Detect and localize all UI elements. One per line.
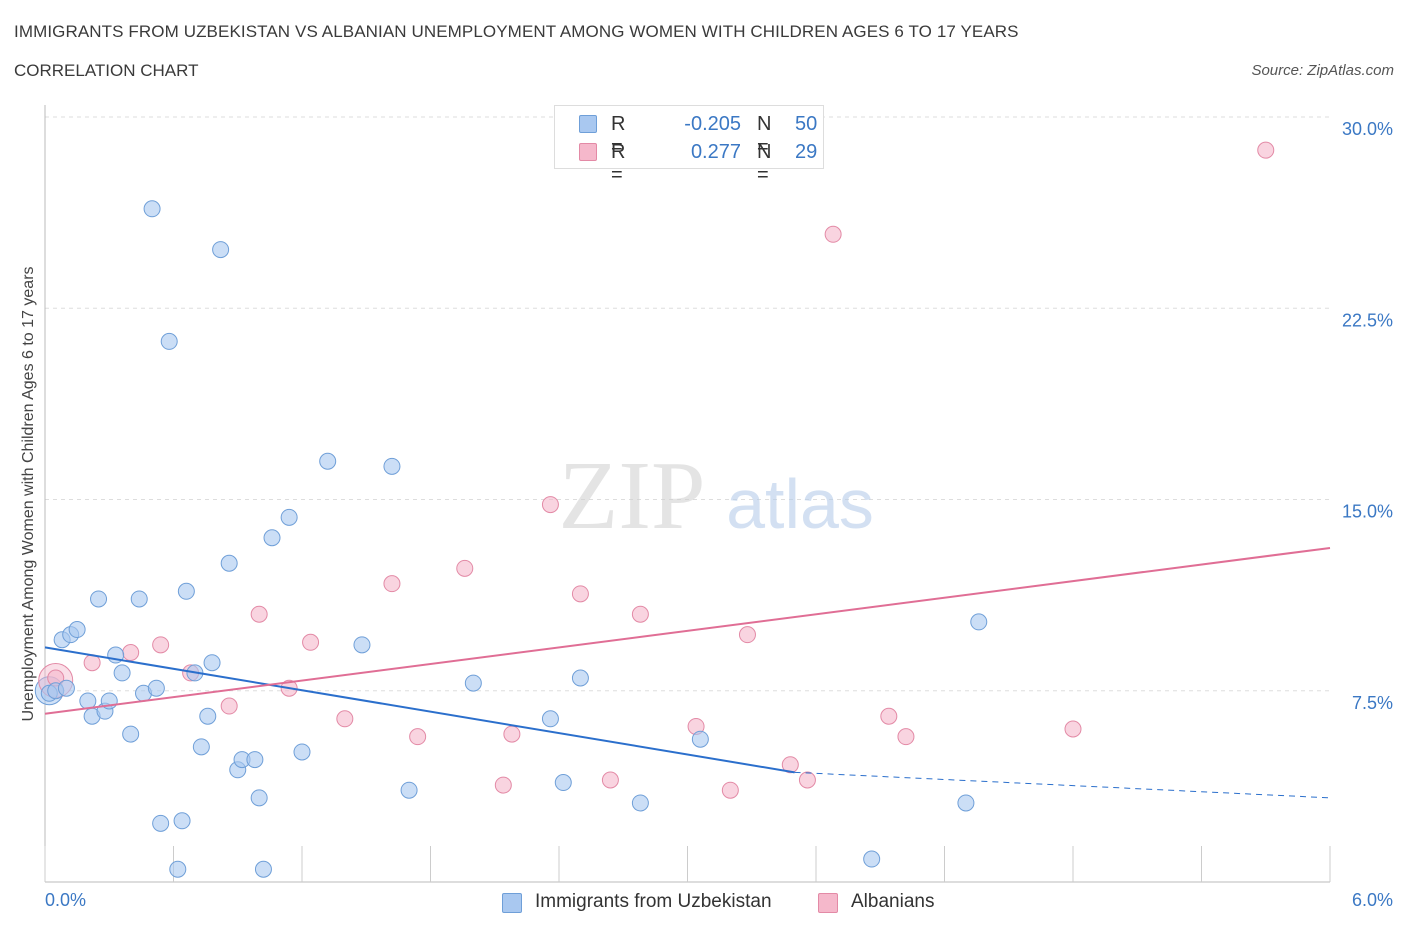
point-uzbekistan (863, 850, 881, 868)
grid-layer (45, 116, 1330, 692)
y-tick-label: 30.0% (1342, 119, 1393, 139)
point-albanians (152, 636, 170, 654)
points-layer (34, 141, 1275, 878)
point-albanians (494, 776, 512, 794)
r-value: -0.205 (684, 113, 741, 135)
legend-label: Immigrants from Uzbekistan (535, 891, 772, 912)
point-albanians (336, 710, 354, 728)
legend-swatch-blue (579, 115, 597, 133)
point-uzbekistan (631, 794, 649, 812)
point-uzbekistan (113, 664, 131, 682)
point-albanians (383, 575, 401, 593)
y-tick-label: 15.0% (1342, 502, 1393, 522)
point-uzbekistan (160, 332, 178, 350)
trend-layer (44, 546, 1331, 799)
point-uzbekistan (571, 669, 589, 687)
point-albanians (409, 728, 427, 746)
point-albanians (456, 559, 474, 577)
point-uzbekistan (246, 751, 264, 769)
point-uzbekistan (90, 590, 108, 608)
point-albanians (897, 728, 915, 746)
series-legend: Immigrants from Uzbekistan Albanians (0, 888, 1406, 916)
r-value: 0.277 (690, 141, 741, 163)
point-albanians (781, 756, 799, 774)
n-label: N = (757, 113, 772, 158)
axes-layer (44, 105, 1331, 883)
point-uzbekistan (319, 452, 337, 470)
point-uzbekistan (957, 794, 975, 812)
point-albanians (1064, 720, 1082, 738)
point-uzbekistan (541, 710, 559, 728)
trend-line-albanians (44, 546, 1331, 715)
point-uzbekistan (400, 781, 418, 799)
x-tick-label-min: 0.0% (45, 890, 87, 910)
point-albanians (220, 697, 238, 715)
y-axis-label: Unemployment Among Women with Children A… (20, 266, 37, 722)
legend-swatch-pink (818, 893, 838, 913)
n-value: 50 (795, 113, 818, 135)
n-value: 29 (795, 141, 818, 163)
point-uzbekistan (173, 812, 191, 830)
legend-swatch-pink (579, 143, 597, 161)
watermark-zip: ZIP (559, 442, 706, 550)
point-albanians (302, 633, 320, 651)
watermark-atlas: atlas (726, 465, 874, 543)
point-uzbekistan (220, 554, 238, 572)
point-uzbekistan (280, 508, 298, 526)
point-uzbekistan (57, 679, 75, 697)
point-uzbekistan (254, 860, 272, 878)
point-albanians (571, 585, 589, 603)
legend-label: Albanians (851, 891, 935, 912)
point-albanians (503, 725, 521, 743)
point-uzbekistan (263, 529, 281, 547)
chart-title: IMMIGRANTS FROM UZBEKISTAN VS ALBANIAN U… (14, 22, 1019, 41)
y-tick-labels: 7.5% 15.0% 22.5% 30.0% (1342, 119, 1393, 713)
point-albanians (601, 771, 619, 789)
trend-line-uzbekistan (44, 646, 795, 774)
watermark: ZIP atlas (559, 442, 874, 550)
point-albanians (250, 605, 268, 623)
point-uzbekistan (970, 613, 988, 631)
point-albanians (738, 626, 756, 644)
chart-subtitle: CORRELATION CHART (14, 61, 199, 80)
point-albanians (721, 781, 739, 799)
point-albanians (631, 605, 649, 623)
point-uzbekistan (464, 674, 482, 692)
x-tick-label-max: 6.0% (1351, 890, 1393, 910)
stats-legend: R = -0.205 N = 50 R = 0.277 N = 29 (554, 105, 824, 186)
point-uzbekistan (691, 730, 709, 748)
point-uzbekistan (147, 679, 165, 697)
legend-swatch-blue (502, 893, 522, 913)
y-tick-label: 7.5% (1352, 693, 1393, 713)
point-uzbekistan (122, 725, 140, 743)
point-uzbekistan (383, 457, 401, 475)
trend-line-uzbekistan-extension (794, 771, 1331, 799)
source-note: Source: ZipAtlas.com (1251, 62, 1394, 79)
n-label: N = (757, 141, 772, 186)
point-uzbekistan (152, 814, 170, 832)
point-uzbekistan (68, 621, 86, 639)
point-uzbekistan (554, 774, 572, 792)
point-uzbekistan (192, 738, 210, 756)
point-uzbekistan (203, 654, 221, 672)
y-tick-label: 22.5% (1342, 310, 1393, 330)
point-albanians (798, 771, 816, 789)
point-uzbekistan (250, 789, 268, 807)
point-uzbekistan (177, 582, 195, 600)
point-albanians (122, 644, 140, 661)
point-albanians (541, 496, 559, 514)
point-uzbekistan (212, 241, 230, 259)
point-uzbekistan (130, 590, 148, 608)
point-albanians (880, 707, 898, 725)
point-uzbekistan (293, 743, 311, 761)
point-uzbekistan (199, 707, 217, 725)
point-albanians (824, 225, 842, 243)
r-label: R = (611, 141, 626, 186)
point-uzbekistan (353, 636, 371, 654)
point-uzbekistan (169, 860, 187, 878)
point-uzbekistan (143, 200, 161, 218)
r-label: R = (611, 113, 626, 158)
point-albanians (1257, 141, 1275, 159)
